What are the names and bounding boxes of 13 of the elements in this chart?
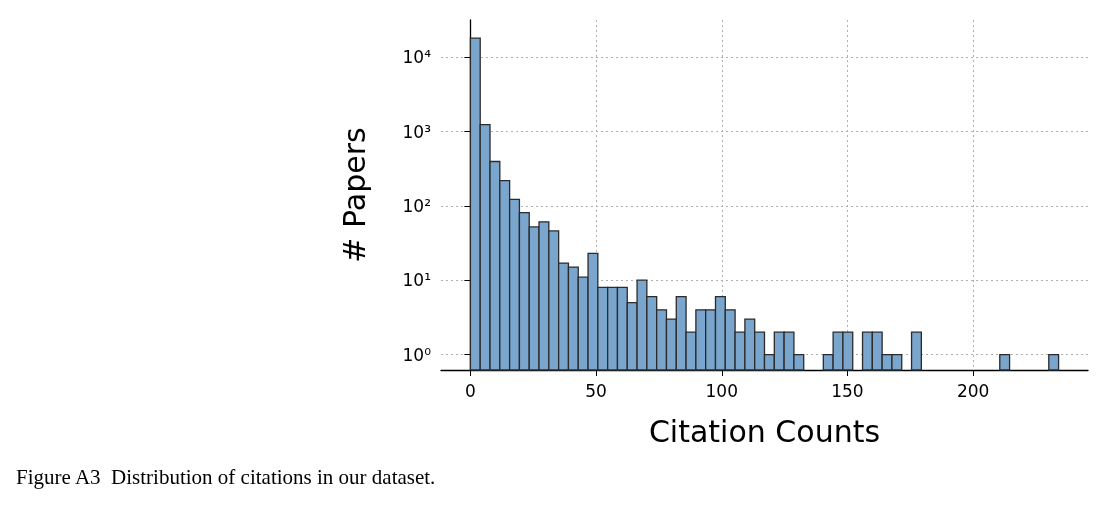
x-axis-title: Citation Counts bbox=[648, 413, 881, 449]
x-tick-label: 150 bbox=[831, 380, 864, 401]
x-tick-label: 200 bbox=[956, 380, 990, 401]
y-tick-label: 10² bbox=[402, 195, 431, 216]
y-tick-label: 10⁰ bbox=[402, 344, 432, 365]
y-tick-label: 10⁴ bbox=[402, 47, 432, 68]
x-tick-label: 0 bbox=[465, 380, 476, 401]
y-tick-label: 10¹ bbox=[402, 270, 431, 291]
y-axis-title: # Papers bbox=[336, 127, 372, 263]
x-tick-label: 50 bbox=[585, 380, 607, 401]
caption: Figure A3 Distribution of citations in our dataset. bbox=[16, 464, 436, 489]
y-tick-label: 10³ bbox=[402, 121, 431, 142]
x-tick-label: 100 bbox=[705, 380, 738, 401]
